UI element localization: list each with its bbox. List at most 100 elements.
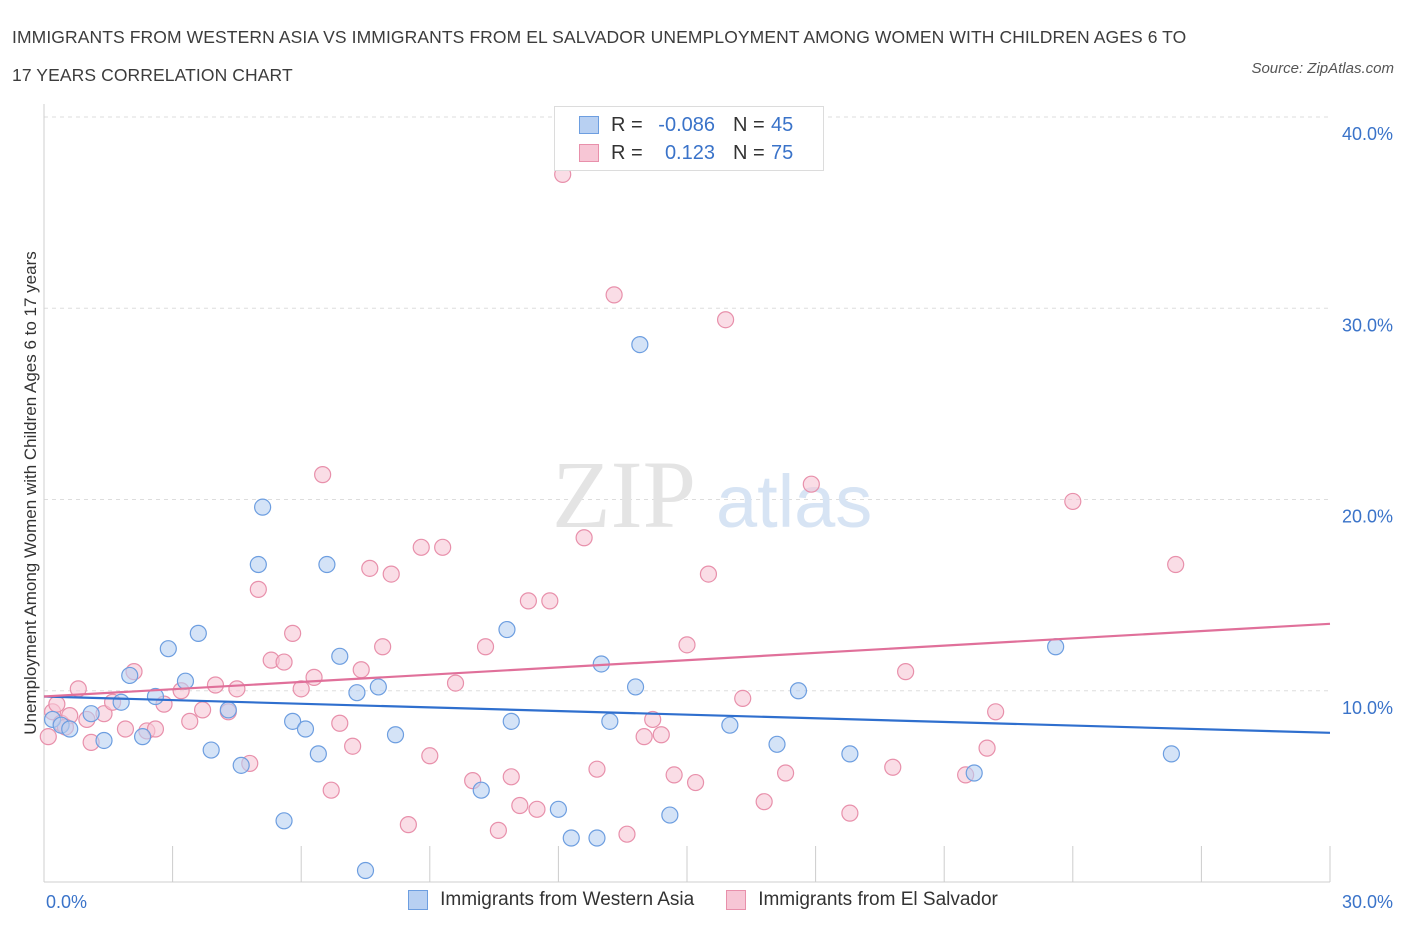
el-salvador-point <box>575 529 593 547</box>
el-salvador-point <box>776 764 795 782</box>
legend-r-value: 0.123 <box>664 141 715 164</box>
western-asia-point <box>254 498 272 516</box>
el-salvador-point <box>292 680 310 698</box>
western-asia-point <box>356 861 375 880</box>
western-asia-point <box>284 712 302 730</box>
western-asia-point <box>121 666 139 685</box>
watermark: ZIP atlas <box>552 441 872 548</box>
western-asia-point <box>549 800 568 818</box>
legend-n-label: N = <box>733 113 765 136</box>
western-asia-point <box>498 620 516 639</box>
western-asia-point <box>249 555 267 574</box>
el-salvador-point <box>686 773 705 792</box>
legend-row-el-salvador: R = 0.123 N = 75 <box>579 140 793 166</box>
legend-r-label: R = <box>611 141 643 164</box>
western-asia-point <box>95 731 113 750</box>
watermark-atlas: atlas <box>716 460 872 543</box>
el-salvador-point <box>635 728 653 746</box>
el-salvador-point <box>502 768 520 786</box>
el-salvador-point <box>206 676 225 694</box>
western-asia-point <box>841 745 859 763</box>
western-asia-point <box>601 712 619 730</box>
western-asia-point <box>661 806 679 824</box>
y-axis-label: Unemployment Among Women with Children A… <box>21 251 40 735</box>
el-salvador-point <box>1064 492 1082 511</box>
el-salvador-point <box>228 680 246 698</box>
el-salvador-point <box>716 311 735 329</box>
legend-swatch-western-asia <box>579 116 599 134</box>
el-salvador-point <box>987 703 1005 721</box>
tick-labels: 10.0% 20.0% 30.0% 40.0% 0.0% 30.0% <box>46 124 1393 912</box>
el-salvador-point <box>528 800 546 818</box>
western-asia-point <box>789 682 808 700</box>
western-asia-point <box>318 555 336 574</box>
legend-item-el-salvador[interactable]: Immigrants from El Salvador <box>726 889 998 911</box>
legend-n-value: 75 <box>771 141 794 164</box>
el-salvador-point <box>361 559 379 577</box>
el-salvador-point <box>314 466 332 484</box>
el-salvador-point <box>305 668 323 686</box>
el-salvador-point <box>802 475 820 493</box>
western-asia-point <box>232 756 250 774</box>
western-asia-point <box>386 726 405 744</box>
el-salvador-point <box>605 286 623 304</box>
el-salvador-point <box>489 821 507 839</box>
y-tick-label: 40.0% <box>1342 124 1393 144</box>
legend-r-value: -0.086 <box>658 113 715 136</box>
series-legend: Immigrants from Western Asia Immigrants … <box>0 889 1406 911</box>
western-asia-point <box>965 764 983 782</box>
x-tick-label: 0.0% <box>46 892 87 912</box>
western-asia-point <box>502 712 520 730</box>
western-asia-point <box>309 745 327 763</box>
western-asia-point <box>631 335 649 354</box>
legend-n-value: 45 <box>771 113 794 136</box>
western-asia-point <box>588 829 606 847</box>
western-asia-point <box>331 647 349 665</box>
el-salvador-point <box>399 816 417 834</box>
legend-label-western-asia: Immigrants from Western Asia <box>440 889 695 910</box>
western-asia-point <box>112 693 130 711</box>
el-salvador-point <box>352 661 370 679</box>
western-asia-point <box>82 705 100 723</box>
el-salvador-point <box>116 720 135 738</box>
grid-lines <box>44 116 1330 692</box>
el-salvador-point <box>644 710 662 729</box>
el-salvador-point <box>588 760 606 778</box>
el-salvador-point <box>194 701 212 719</box>
western-asia-point <box>1162 745 1180 763</box>
el-salvador-point <box>275 653 293 671</box>
legend-row-western-asia: R = -0.086 N = 45 <box>579 112 793 138</box>
watermark-zip: ZIP <box>552 441 696 548</box>
western-asia-points <box>43 335 1180 880</box>
el-salvador-point <box>652 726 670 744</box>
el-salvador-point <box>434 538 452 556</box>
western-asia-point <box>721 716 739 734</box>
el-salvador-point <box>421 747 439 765</box>
western-asia-point <box>219 701 237 719</box>
el-salvador-point <box>734 689 752 708</box>
western-asia-point <box>275 812 293 830</box>
el-salvador-point <box>755 793 773 811</box>
el-salvador-point <box>331 714 349 732</box>
el-salvador-point <box>978 739 996 757</box>
el-salvador-point <box>382 565 400 583</box>
western-asia-point <box>202 741 220 759</box>
western-asia-point <box>159 640 177 658</box>
western-asia-point <box>189 624 207 642</box>
el-salvador-point <box>374 638 392 656</box>
western-asia-point <box>176 672 195 690</box>
el-salvador-point <box>897 663 915 681</box>
legend-n-label: N = <box>733 141 765 164</box>
el-salvador-point <box>344 737 362 755</box>
x-tick-label: 30.0% <box>1342 892 1393 912</box>
trend-line-el-salvador <box>43 622 1331 698</box>
legend-swatch-el-salvador <box>726 890 747 910</box>
el-salvador-point <box>249 580 267 598</box>
el-salvador-point <box>519 592 537 610</box>
legend-item-western-asia[interactable]: Immigrants from Western Asia <box>408 889 694 911</box>
el-salvador-point <box>48 695 66 713</box>
el-salvador-point <box>146 720 165 738</box>
legend-r-label: R = <box>611 113 643 136</box>
western-asia-point <box>133 728 152 746</box>
western-asia-point <box>562 829 580 847</box>
